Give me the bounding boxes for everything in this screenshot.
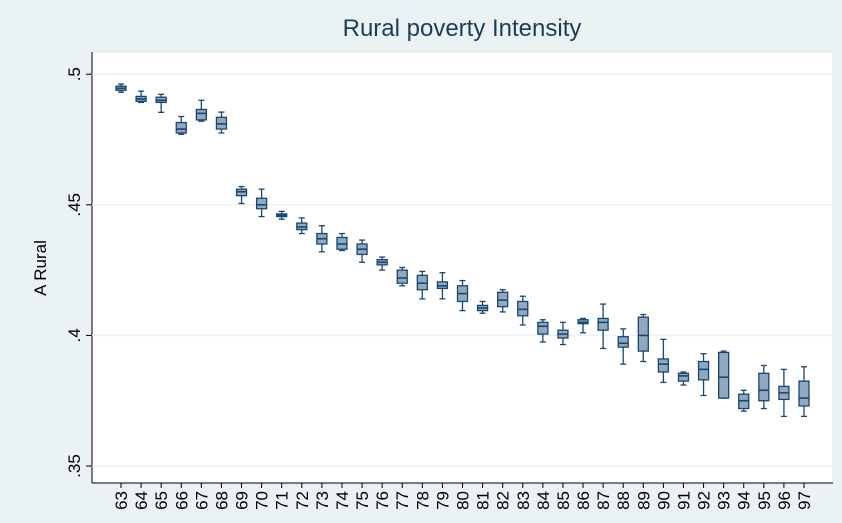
box [637,316,649,352]
x-tick-label: 75 [353,491,372,510]
y-axis-label: A Rural [31,240,50,296]
x-tick-label: 80 [454,491,473,510]
box [677,372,690,382]
x-tick-label: 76 [373,491,392,510]
box [195,108,208,121]
x-tick-label: 63 [112,491,131,510]
x-tick-label: 71 [273,491,292,510]
x-tick-label: 68 [212,491,231,510]
box [798,380,810,407]
x-tick-label: 92 [695,491,714,510]
x-tick-label: 65 [152,491,171,510]
box [697,360,710,381]
x-tick-label: 95 [755,491,774,510]
x-tick-label: 90 [654,491,673,510]
y-tick-label: .4 [65,328,84,342]
x-tick-label: 77 [393,491,412,510]
x-tick-label: 79 [433,491,452,510]
x-tick-label: 72 [293,491,312,510]
x-tick-label: 70 [253,491,272,510]
x-tick-label: 69 [233,491,252,510]
box [255,197,268,210]
x-tick-label: 84 [534,491,553,510]
box [657,358,670,373]
x-tick-label: 94 [735,491,754,510]
x-tick-label: 73 [313,491,332,510]
x-tick-label: 78 [413,491,432,510]
box [396,269,408,284]
box [758,372,770,402]
y-tick-label: .35 [65,454,84,478]
box [717,351,730,399]
x-tick-label: 97 [795,491,814,510]
x-tick-label: 87 [594,491,613,510]
x-tick-label: 81 [474,491,493,510]
x-tick-label: 67 [192,491,211,510]
y-tick-label: .45 [65,193,84,217]
x-tick-label: 82 [494,491,513,510]
x-tick-label: 66 [172,491,191,510]
plot-area [91,51,834,484]
box [597,317,609,331]
chart-title: Rural poverty Intensity [343,15,582,42]
x-tick-label: 85 [554,491,573,510]
x-tick-label: 83 [514,491,533,510]
x-tick-label: 88 [614,491,633,510]
y-tick-label: .5 [65,67,84,81]
x-tick-label: 64 [132,491,151,510]
x-tick-label: 93 [715,491,734,510]
box [617,336,629,348]
x-tick-label: 74 [333,491,352,510]
x-tick-label: 86 [574,491,593,510]
x-tick-label: 89 [634,491,653,510]
x-tick-label: 91 [674,491,693,510]
x-tick-label: 96 [775,491,794,510]
box [175,121,187,134]
box [537,321,549,335]
